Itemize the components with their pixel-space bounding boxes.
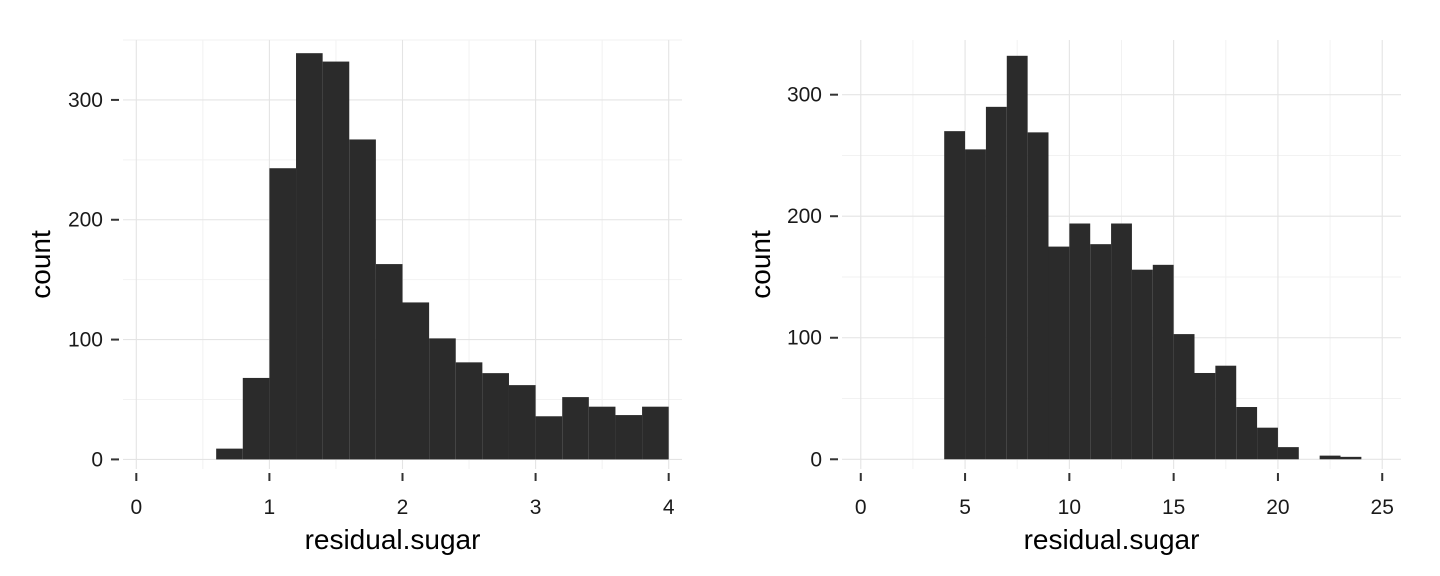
histogram-bar: [1277, 447, 1299, 460]
y-tick-label: 200: [787, 205, 822, 228]
histogram-bar: [1006, 55, 1028, 460]
histogram-bar: [1194, 372, 1216, 460]
y-axis-title: count: [25, 230, 56, 299]
histogram-bar: [1257, 427, 1278, 460]
histogram-bar: [588, 406, 616, 460]
histogram-bar: [242, 377, 270, 460]
histogram-bar: [349, 139, 376, 460]
histogram-bar: [429, 338, 456, 460]
x-tick-label: 3: [530, 496, 542, 519]
histogram-bar: [1236, 407, 1258, 460]
x-axis-title: residual.sugar: [1024, 524, 1200, 555]
histogram-bar: [1111, 223, 1132, 460]
x-tick-label: 20: [1266, 496, 1289, 519]
histogram-bar: [296, 53, 323, 460]
histogram-bar: [1319, 455, 1341, 460]
x-tick-label: 15: [1162, 496, 1185, 519]
histogram-bar: [985, 106, 1007, 460]
histogram-bar: [1152, 264, 1174, 460]
histogram-bar: [216, 448, 243, 460]
histogram-panel-right: 0 5 10 15 20 25 0 100 200 300 residual.sugar count: [745, 40, 1401, 555]
histogram-bar: [615, 415, 643, 460]
y-axis-title: count: [745, 230, 776, 299]
x-tick-label: 4: [663, 496, 675, 519]
histogram-bar: [455, 362, 483, 460]
x-tick-label: 25: [1371, 496, 1394, 519]
y-tick-label: 200: [68, 209, 103, 232]
histogram-bar: [1215, 365, 1237, 460]
x-tick-label: 1: [264, 496, 276, 519]
y-tick-label: 300: [787, 84, 822, 107]
y-tick-label: 0: [810, 448, 822, 471]
histogram-bar: [508, 385, 536, 460]
x-axis-title: residual.sugar: [305, 524, 481, 555]
histogram-bar: [402, 302, 430, 460]
histogram-bar: [269, 168, 297, 460]
histogram-bar: [1069, 223, 1091, 460]
y-tick-label: 0: [91, 448, 103, 471]
x-tick-label: 10: [1058, 496, 1081, 519]
histogram-bar: [944, 131, 966, 460]
histogram-bar: [1173, 334, 1195, 460]
histogram-bar: [1340, 456, 1362, 460]
histogram-bar: [482, 373, 509, 460]
y-tick-label: 100: [68, 329, 103, 352]
x-tick-label: 0: [855, 496, 867, 519]
histogram-bar: [965, 149, 986, 460]
histogram-bar: [1090, 244, 1112, 460]
histogram-bar: [1048, 246, 1070, 460]
y-tick-label: 300: [68, 89, 103, 112]
x-tick-label: 2: [397, 496, 409, 519]
histogram-bar: [562, 397, 589, 460]
x-tick-label: 0: [130, 496, 142, 519]
y-tick-label: 100: [787, 327, 822, 350]
histogram-bar: [322, 61, 350, 460]
histogram-bar: [375, 264, 403, 460]
x-tick-label: 5: [959, 496, 971, 519]
histogram-bar: [642, 406, 669, 460]
histogram-bar: [1131, 269, 1153, 460]
histogram-panel-left: 0 1 2 3 4 0 100 200 300 residual.sugar count: [25, 39, 682, 555]
histogram-bar: [535, 416, 563, 460]
histogram-bar: [1027, 132, 1049, 460]
